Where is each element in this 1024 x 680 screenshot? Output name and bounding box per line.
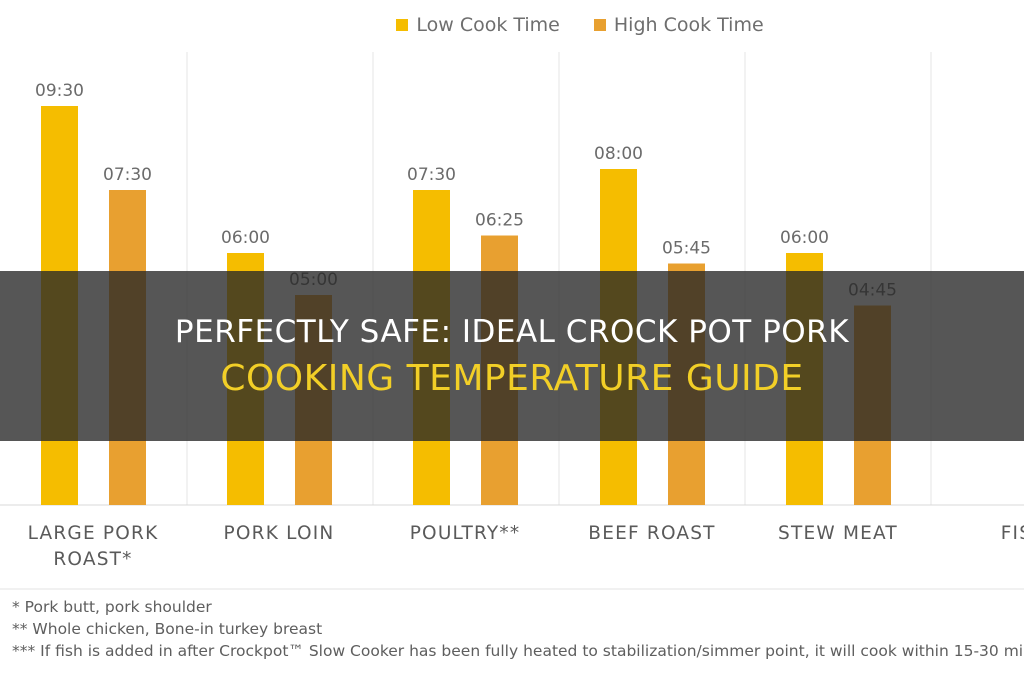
footnote-1: * Pork butt, pork shoulder xyxy=(12,598,212,616)
value-label-low: 06:00 xyxy=(221,228,270,248)
legend-swatch-low xyxy=(396,19,409,31)
value-label-high: 07:30 xyxy=(103,165,152,185)
category-label: POULTRY** xyxy=(410,523,521,544)
category-label: FISH xyxy=(1001,523,1024,544)
legend-label-low: Low Cook Time xyxy=(416,14,560,36)
value-labels-layer: 09:3006:0007:3008:0006:0007:3005:0006:25… xyxy=(35,81,897,301)
legend-swatch-high xyxy=(593,19,606,31)
footnotes: * Pork butt, pork shoulder ** Whole chic… xyxy=(12,596,1024,662)
category-label: PORK LOIN xyxy=(224,523,335,544)
value-label-low: 07:30 xyxy=(407,165,456,185)
banner-title-line-1: PERFECTLY SAFE: IDEAL CROCK POT PORK xyxy=(174,313,850,350)
title-banner: PERFECTLY SAFE: IDEAL CROCK POT PORK COO… xyxy=(0,271,1024,441)
footnote-3: *** If fish is added in after Crockpot™ … xyxy=(12,642,1024,660)
banner-title-line-2: COOKING TEMPERATURE GUIDE xyxy=(220,357,804,399)
value-label-high: 05:45 xyxy=(662,239,711,259)
legend-item-low: Low Cook Time xyxy=(396,14,560,36)
category-label: ROAST* xyxy=(53,549,132,570)
footnote-2: ** Whole chicken, Bone-in turkey breast xyxy=(12,620,323,638)
value-label-low: 06:00 xyxy=(780,228,829,248)
category-label: STEW MEAT xyxy=(778,523,898,544)
value-label-low: 08:00 xyxy=(594,144,643,164)
value-label-high: 06:25 xyxy=(475,210,524,230)
category-labels-layer: LARGE PORK ROAST* PORK LOIN POULTRY** BEEF R… xyxy=(28,523,1024,570)
category-label: BEEF ROAST xyxy=(588,523,715,544)
category-label: LARGE PORK xyxy=(28,523,159,544)
chart-legend: Low Cook Time High Cook Time xyxy=(0,14,1024,36)
value-label-low: 09:30 xyxy=(35,81,84,101)
legend-label-high: High Cook Time xyxy=(613,14,764,36)
legend-item-high: High Cook Time xyxy=(593,14,764,36)
